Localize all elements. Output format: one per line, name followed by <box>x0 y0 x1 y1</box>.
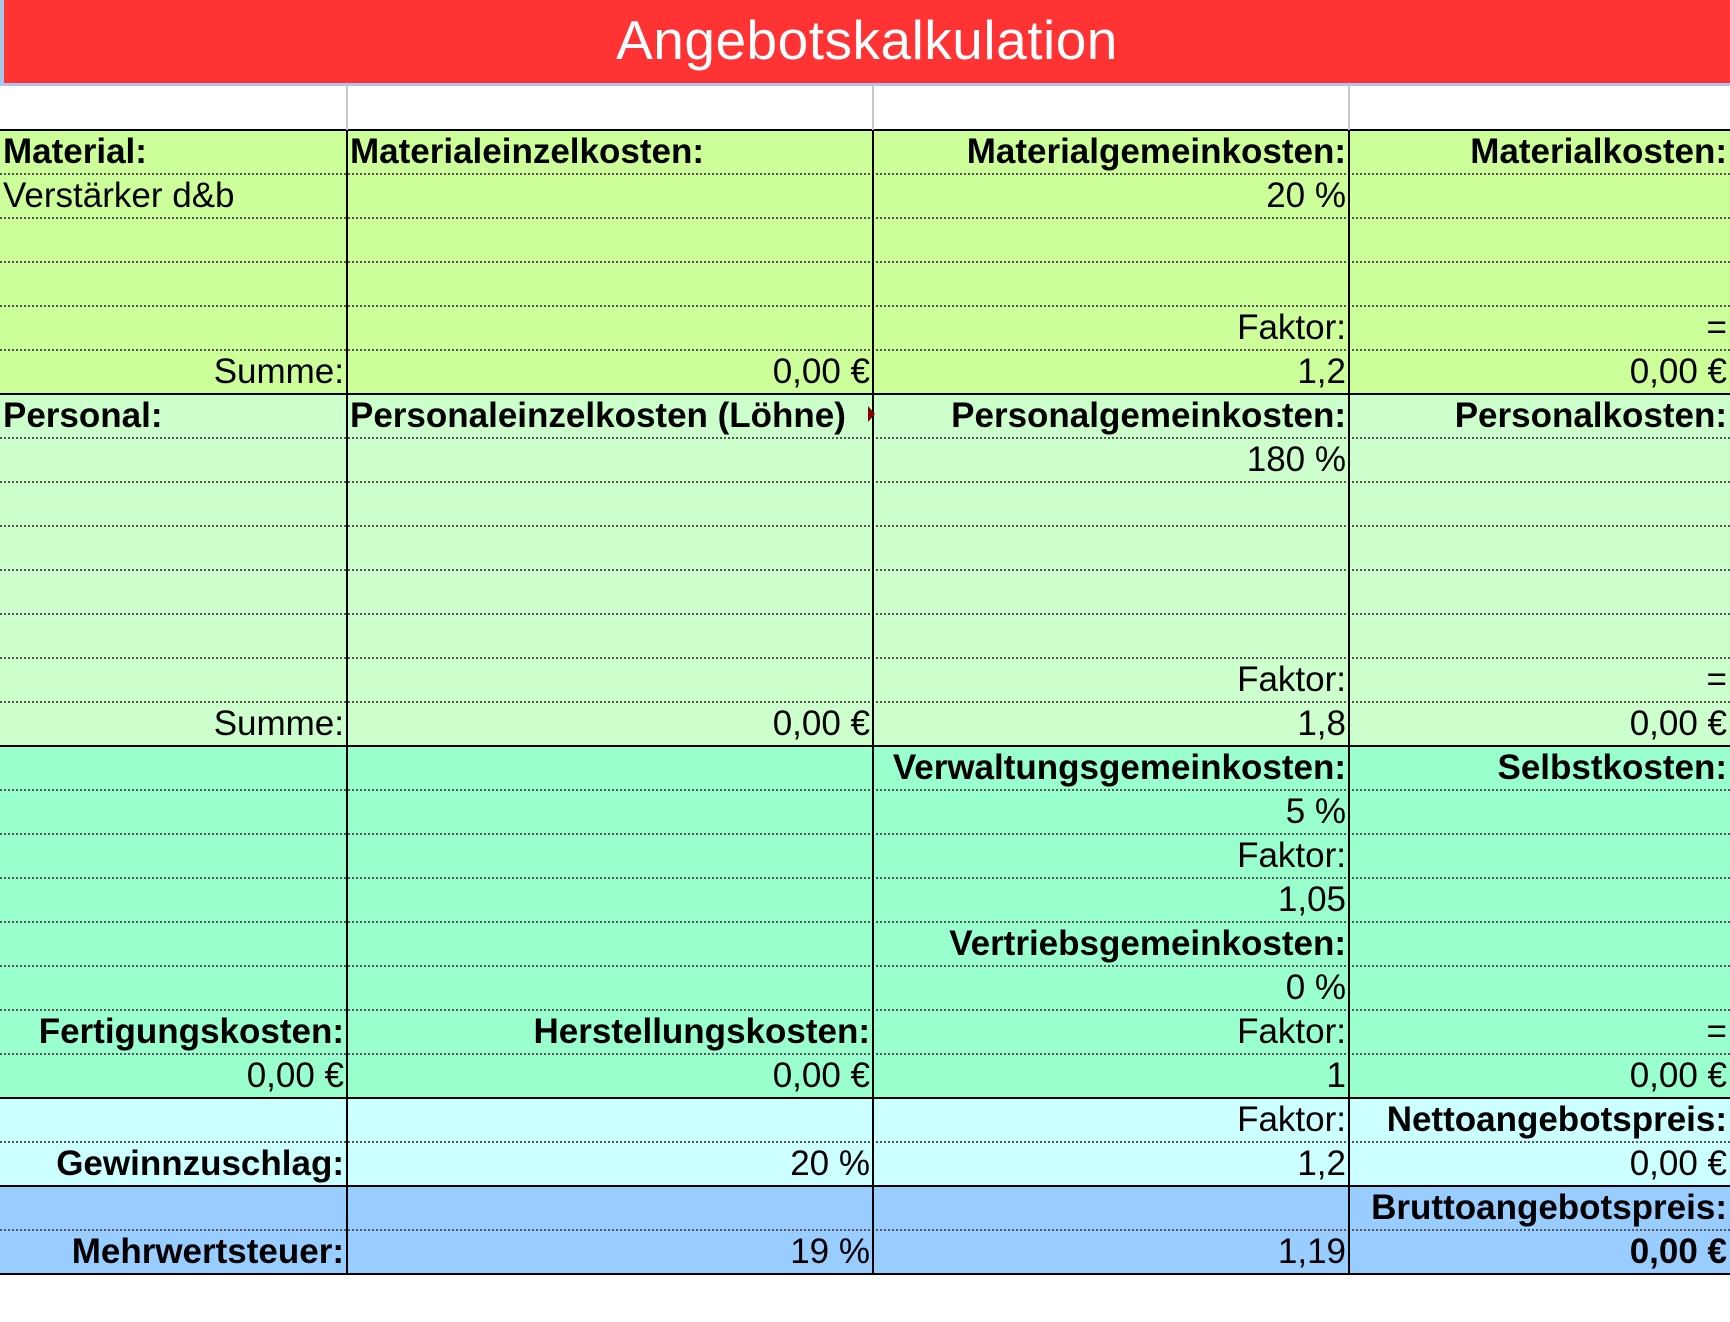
gewinnzuschlag-rate[interactable]: 20 % <box>790 1144 870 1183</box>
vertrieb-factor-label[interactable]: Faktor: <box>1237 1012 1346 1051</box>
vertrieb-rate-row: 0 % <box>0 966 1730 1010</box>
vertrieb-header-row: Vertriebsgemeinkosten: <box>0 922 1730 966</box>
material-label[interactable]: Material: <box>3 132 147 171</box>
material-kosten-cell[interactable] <box>1349 174 1730 218</box>
page-title: Angebotskalkulation <box>616 8 1118 71</box>
personal-sum-label[interactable]: Summe: <box>213 704 344 743</box>
personal-header-row: Personal: Personaleinzelkosten (Löhne) P… <box>0 394 1730 438</box>
personal-rate-cell[interactable]: 180 % <box>1246 440 1346 479</box>
bruttoangebotspreis-label[interactable]: Bruttoangebotspreis: <box>1371 1188 1727 1227</box>
brutto-header-row: Bruttoangebotspreis: <box>0 1186 1730 1230</box>
materialgemeinkosten-label[interactable]: Materialgemeinkosten: <box>966 132 1346 171</box>
gewinn-row: Gewinnzuschlag: 20 % 1,2 0,00 € <box>0 1142 1730 1186</box>
kosten-value-row: 0,00 € 0,00 € 1 0,00 € <box>0 1054 1730 1098</box>
material-factor-row: Faktor: = <box>0 306 1730 350</box>
mwst-factor-value[interactable]: 1,19 <box>1277 1232 1346 1271</box>
verwaltung-rate-cell[interactable]: 5 % <box>1285 792 1346 831</box>
bruttoangebotspreis-value[interactable]: 0,00 € <box>1629 1232 1727 1271</box>
selbstkosten-value[interactable]: 0,00 € <box>1629 1056 1727 1095</box>
nettoangebotspreis-label[interactable]: Nettoangebotspreis: <box>1386 1100 1727 1139</box>
personal-rate-row: 180 % <box>0 438 1730 482</box>
personaleinzelkosten-label[interactable]: Personaleinzelkosten (Löhne) <box>350 396 846 435</box>
gewinn-factor-label[interactable]: Faktor: <box>1237 1100 1346 1139</box>
personalkosten-label[interactable]: Personalkosten: <box>1454 396 1727 435</box>
material-item-cell[interactable]: Verstärker d&b <box>3 176 235 215</box>
material-equals[interactable]: = <box>1706 308 1727 347</box>
mehrwertsteuer-label[interactable]: Mehrwertsteuer: <box>71 1232 344 1271</box>
material-sum-row: Summe: 0,00 € 1,2 0,00 € <box>0 350 1730 394</box>
spreadsheet: Material: Materialeinzelkosten: Material… <box>0 86 1730 1322</box>
verwaltung-factor-label-row: Faktor: <box>0 834 1730 878</box>
vertrieb-factor-value[interactable]: 1 <box>1326 1056 1346 1095</box>
verwaltungsgemeinkosten-label[interactable]: Verwaltungsgemeinkosten: <box>892 748 1346 787</box>
personal-label[interactable]: Personal: <box>3 396 163 435</box>
gewinnzuschlag-label[interactable]: Gewinnzuschlag: <box>56 1144 344 1183</box>
materialkosten-label[interactable]: Materialkosten: <box>1470 132 1727 171</box>
selbstkosten-label[interactable]: Selbstkosten: <box>1497 748 1728 787</box>
nettoangebotspreis-value[interactable]: 0,00 € <box>1629 1144 1727 1183</box>
material-sum-value[interactable]: 0,00 € <box>772 352 870 391</box>
kosten-label-row: Fertigungskosten: Herstellungskosten: Fa… <box>0 1010 1730 1054</box>
material-einzelkosten-cell[interactable] <box>347 174 873 218</box>
verwaltung-factor-value[interactable]: 1,05 <box>1277 880 1346 919</box>
netto-header-row: Faktor: Nettoangebotspreis: <box>0 1098 1730 1142</box>
personal-equals[interactable]: = <box>1706 660 1727 699</box>
personal-factor-value[interactable]: 1,8 <box>1297 704 1346 743</box>
verwaltung-factor-value-row: 1,05 <box>0 878 1730 922</box>
personal-factor-row: Faktor: = <box>0 658 1730 702</box>
material-total-value[interactable]: 0,00 € <box>1629 352 1727 391</box>
verwaltung-rate-row: 5 % <box>0 790 1730 834</box>
material-factor-value[interactable]: 1,2 <box>1297 352 1346 391</box>
personal-factor-label[interactable]: Faktor: <box>1237 660 1346 699</box>
vertriebsgemeinkosten-label[interactable]: Vertriebsgemeinkosten: <box>949 924 1346 963</box>
title-bar: Angebotskalkulation <box>0 0 1730 86</box>
comment-indicator-icon <box>868 406 875 422</box>
gewinn-factor-value[interactable]: 1,2 <box>1297 1144 1346 1183</box>
material-header-row: Material: Materialeinzelkosten: Material… <box>0 130 1730 174</box>
personal-total-value[interactable]: 0,00 € <box>1629 704 1727 743</box>
fertigungskosten-value[interactable]: 0,00 € <box>246 1056 344 1095</box>
material-item-row: Verstärker d&b 20 % <box>0 174 1730 218</box>
fertigungskosten-label[interactable]: Fertigungskosten: <box>38 1012 344 1051</box>
materialeinzelkosten-label[interactable]: Materialeinzelkosten: <box>350 132 704 171</box>
mehrwertsteuer-rate[interactable]: 19 % <box>790 1232 870 1271</box>
personalgemeinkosten-label[interactable]: Personalgemeinkosten: <box>951 396 1346 435</box>
verwaltung-header-row: Verwaltungsgemeinkosten: Selbstkosten: <box>0 746 1730 790</box>
herstellungskosten-label[interactable]: Herstellungskosten: <box>533 1012 870 1051</box>
mwst-row: Mehrwertsteuer: 19 % 1,19 0,00 € <box>0 1230 1730 1274</box>
personal-sum-value[interactable]: 0,00 € <box>772 704 870 743</box>
herstellungskosten-value[interactable]: 0,00 € <box>772 1056 870 1095</box>
verwaltung-factor-label[interactable]: Faktor: <box>1237 836 1346 875</box>
material-sum-label[interactable]: Summe: <box>213 352 344 391</box>
personal-sum-row: Summe: 0,00 € 1,8 0,00 € <box>0 702 1730 746</box>
selbstkosten-equals[interactable]: = <box>1706 1012 1727 1051</box>
material-factor-label[interactable]: Faktor: <box>1237 308 1346 347</box>
material-rate-cell[interactable]: 20 % <box>1266 176 1346 215</box>
vertrieb-rate-cell[interactable]: 0 % <box>1285 968 1346 1007</box>
